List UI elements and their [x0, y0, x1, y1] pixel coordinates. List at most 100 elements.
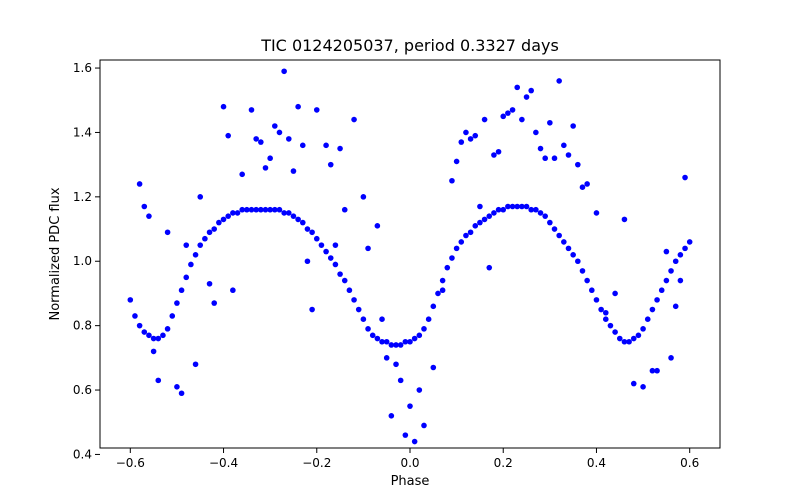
- data-point: [602, 309, 609, 316]
- data-point: [411, 438, 418, 445]
- data-point: [132, 313, 138, 319]
- data-point: [621, 216, 628, 223]
- data-point: [467, 136, 474, 142]
- data-point: [360, 194, 367, 200]
- data-point: [416, 387, 423, 393]
- data-point: [505, 110, 511, 116]
- y-tick-label: 1.4: [73, 125, 92, 139]
- data-point: [500, 206, 507, 213]
- data-point: [402, 432, 409, 438]
- data-point: [677, 277, 684, 284]
- data-point: [304, 258, 311, 265]
- data-point: [393, 342, 399, 348]
- data-point: [127, 297, 134, 303]
- data-point: [164, 326, 171, 332]
- data-point: [435, 290, 441, 297]
- data-point: [439, 287, 446, 294]
- data-point: [239, 206, 245, 213]
- data-point: [286, 136, 292, 142]
- y-axis-ticks: 0.4 0.6 0.8 1.0 1.2 1.4 1.6: [73, 61, 100, 461]
- data-point: [272, 123, 278, 129]
- data-point: [668, 355, 674, 361]
- data-point: [551, 155, 558, 162]
- data-point: [519, 116, 525, 123]
- y-tick-label: 1.0: [73, 254, 92, 268]
- data-point: [150, 348, 157, 355]
- data-point: [537, 210, 544, 216]
- data-point: [299, 142, 306, 149]
- data-point: [672, 258, 679, 265]
- data-point: [542, 155, 548, 162]
- data-point: [677, 252, 684, 258]
- data-point: [477, 203, 483, 210]
- x-tick-label: −0.2: [302, 456, 331, 470]
- data-point: [663, 277, 670, 284]
- data-point: [528, 87, 534, 94]
- data-point: [299, 219, 306, 226]
- data-point: [178, 390, 185, 397]
- data-point: [388, 342, 395, 348]
- data-point: [630, 380, 637, 387]
- x-tick-label: −0.4: [209, 456, 238, 470]
- data-point: [635, 332, 642, 339]
- data-point: [146, 213, 152, 219]
- data-point: [369, 332, 376, 339]
- data-point: [313, 235, 320, 242]
- x-tick-label: 0.2: [494, 456, 513, 470]
- data-point: [183, 242, 190, 248]
- data-point: [477, 219, 483, 226]
- data-point: [379, 338, 385, 345]
- data-point: [495, 206, 502, 213]
- data-point: [230, 287, 236, 294]
- data-point: [192, 361, 199, 368]
- data-point: [407, 403, 413, 409]
- data-point: [495, 148, 502, 155]
- data-point: [309, 306, 315, 313]
- data-point: [668, 268, 674, 274]
- data-point: [365, 245, 371, 252]
- data-point: [230, 210, 236, 216]
- data-point: [220, 216, 227, 223]
- data-point: [472, 223, 479, 229]
- x-tick-label: −0.6: [116, 456, 145, 470]
- data-point: [309, 229, 315, 236]
- data-point: [416, 332, 423, 339]
- data-point: [267, 155, 273, 162]
- data-point: [216, 219, 222, 226]
- data-point: [188, 261, 194, 268]
- data-point: [174, 300, 180, 306]
- data-point: [225, 132, 231, 139]
- data-point: [150, 335, 157, 342]
- data-point: [453, 245, 460, 252]
- data-point: [472, 132, 479, 139]
- data-point: [579, 268, 586, 274]
- data-point: [551, 226, 558, 232]
- data-point: [649, 367, 656, 374]
- data-point: [244, 206, 250, 213]
- data-point: [537, 145, 544, 152]
- data-point: [649, 306, 656, 313]
- data-point: [593, 210, 600, 216]
- data-point: [458, 239, 465, 245]
- data-point: [155, 335, 162, 342]
- data-point: [290, 168, 297, 174]
- data-point: [146, 332, 152, 339]
- data-point: [281, 68, 287, 75]
- data-points: [127, 68, 693, 445]
- data-point: [570, 252, 576, 258]
- data-point: [584, 181, 590, 187]
- data-point: [351, 297, 357, 303]
- data-point: [682, 245, 688, 252]
- data-point: [197, 242, 204, 248]
- data-point: [421, 326, 427, 332]
- data-point: [276, 129, 283, 136]
- data-point: [304, 226, 311, 232]
- data-point: [640, 326, 646, 332]
- data-point: [355, 306, 362, 313]
- data-point: [514, 84, 521, 91]
- x-tick-label: 0.0: [400, 456, 419, 470]
- data-point: [616, 335, 623, 342]
- data-point: [379, 316, 385, 323]
- data-point: [561, 239, 567, 245]
